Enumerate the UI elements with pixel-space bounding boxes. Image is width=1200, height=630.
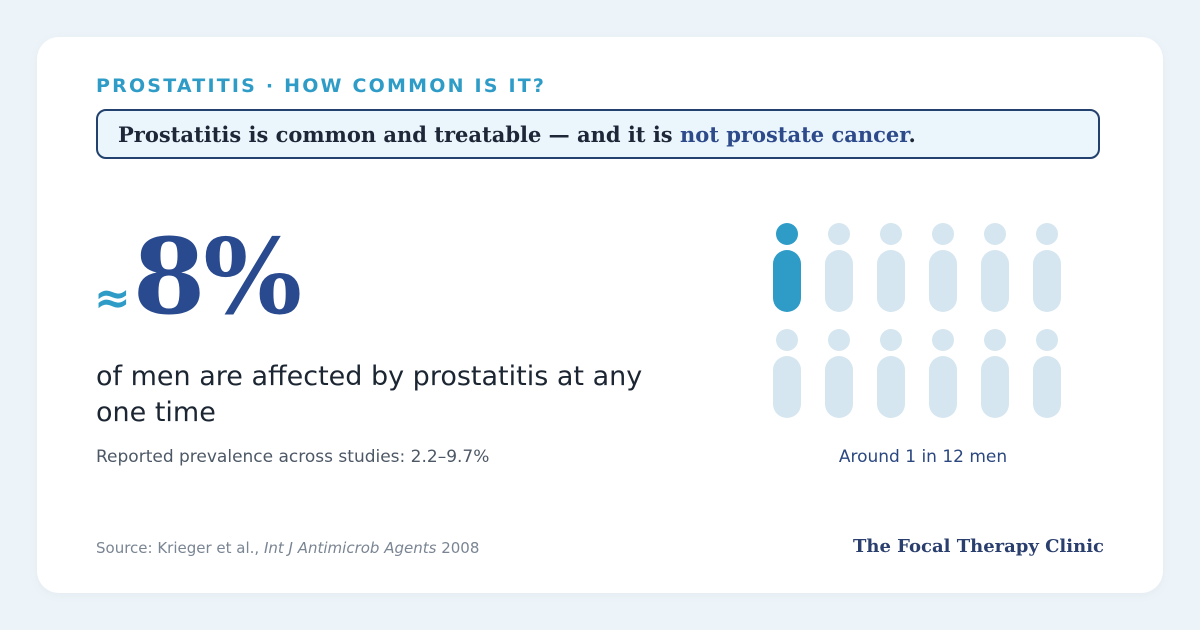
person-body (877, 250, 905, 312)
source-prefix: Source: Krieger et al., (96, 539, 264, 557)
person-icon (981, 223, 1009, 315)
person-icon (773, 329, 801, 421)
person-head (1036, 223, 1058, 245)
key-message-callout: Prostatitis is common and treatable — an… (96, 109, 1100, 159)
person-body (825, 356, 853, 418)
person-icon (825, 329, 853, 421)
person-body (981, 250, 1009, 312)
person-body (929, 356, 957, 418)
person-head (1036, 329, 1058, 351)
person-head (932, 223, 954, 245)
approx-symbol: ≈ (94, 273, 131, 324)
person-pictogram (773, 223, 1073, 423)
person-icon (929, 223, 957, 315)
person-body (1033, 356, 1061, 418)
person-head (828, 329, 850, 351)
stat-value: 8% (132, 215, 302, 338)
clinic-brand: The Focal Therapy Clinic (852, 536, 1104, 557)
person-body (773, 356, 801, 418)
person-body (981, 356, 1009, 418)
person-head (984, 223, 1006, 245)
callout-text: Prostatitis is common and treatable — an… (118, 122, 916, 147)
person-head (776, 329, 798, 351)
person-icon (1033, 329, 1061, 421)
person-icon (981, 329, 1009, 421)
person-body (825, 250, 853, 312)
person-head (880, 223, 902, 245)
person-icon (929, 329, 957, 421)
eyebrow-heading: PROSTATITIS · HOW COMMON IS IT? (96, 75, 547, 97)
source-journal: Int J Antimicrob Agents (263, 539, 437, 557)
pictogram-label: Around 1 in 12 men (838, 447, 1008, 467)
person-head (932, 329, 954, 351)
source-citation: Source: Krieger et al., Int J Antimicrob… (96, 539, 479, 557)
prevalence-stat: ≈ 8% (94, 215, 302, 338)
person-head (984, 329, 1006, 351)
infographic-card: PROSTATITIS · HOW COMMON IS IT? Prostati… (37, 37, 1163, 593)
person-head (828, 223, 850, 245)
source-year: 2008 (436, 539, 480, 557)
callout-emphasis: not prostate cancer (679, 121, 909, 147)
callout-text-start: Prostatitis is common and treatable — an… (118, 121, 680, 147)
person-icon (877, 223, 905, 315)
callout-text-end: . (908, 121, 916, 147)
person-body (1033, 250, 1061, 312)
person-body (877, 356, 905, 418)
stat-description: of men are affected by prostatitis at an… (96, 361, 643, 428)
person-body (773, 250, 801, 312)
person-icon (773, 223, 801, 315)
prevalence-range: Reported prevalence across studies: 2.2–… (96, 447, 490, 467)
person-icon (877, 329, 905, 421)
person-body (929, 250, 957, 312)
person-icon (1033, 223, 1061, 315)
person-head (880, 329, 902, 351)
person-head (776, 223, 798, 245)
person-icon (825, 223, 853, 315)
